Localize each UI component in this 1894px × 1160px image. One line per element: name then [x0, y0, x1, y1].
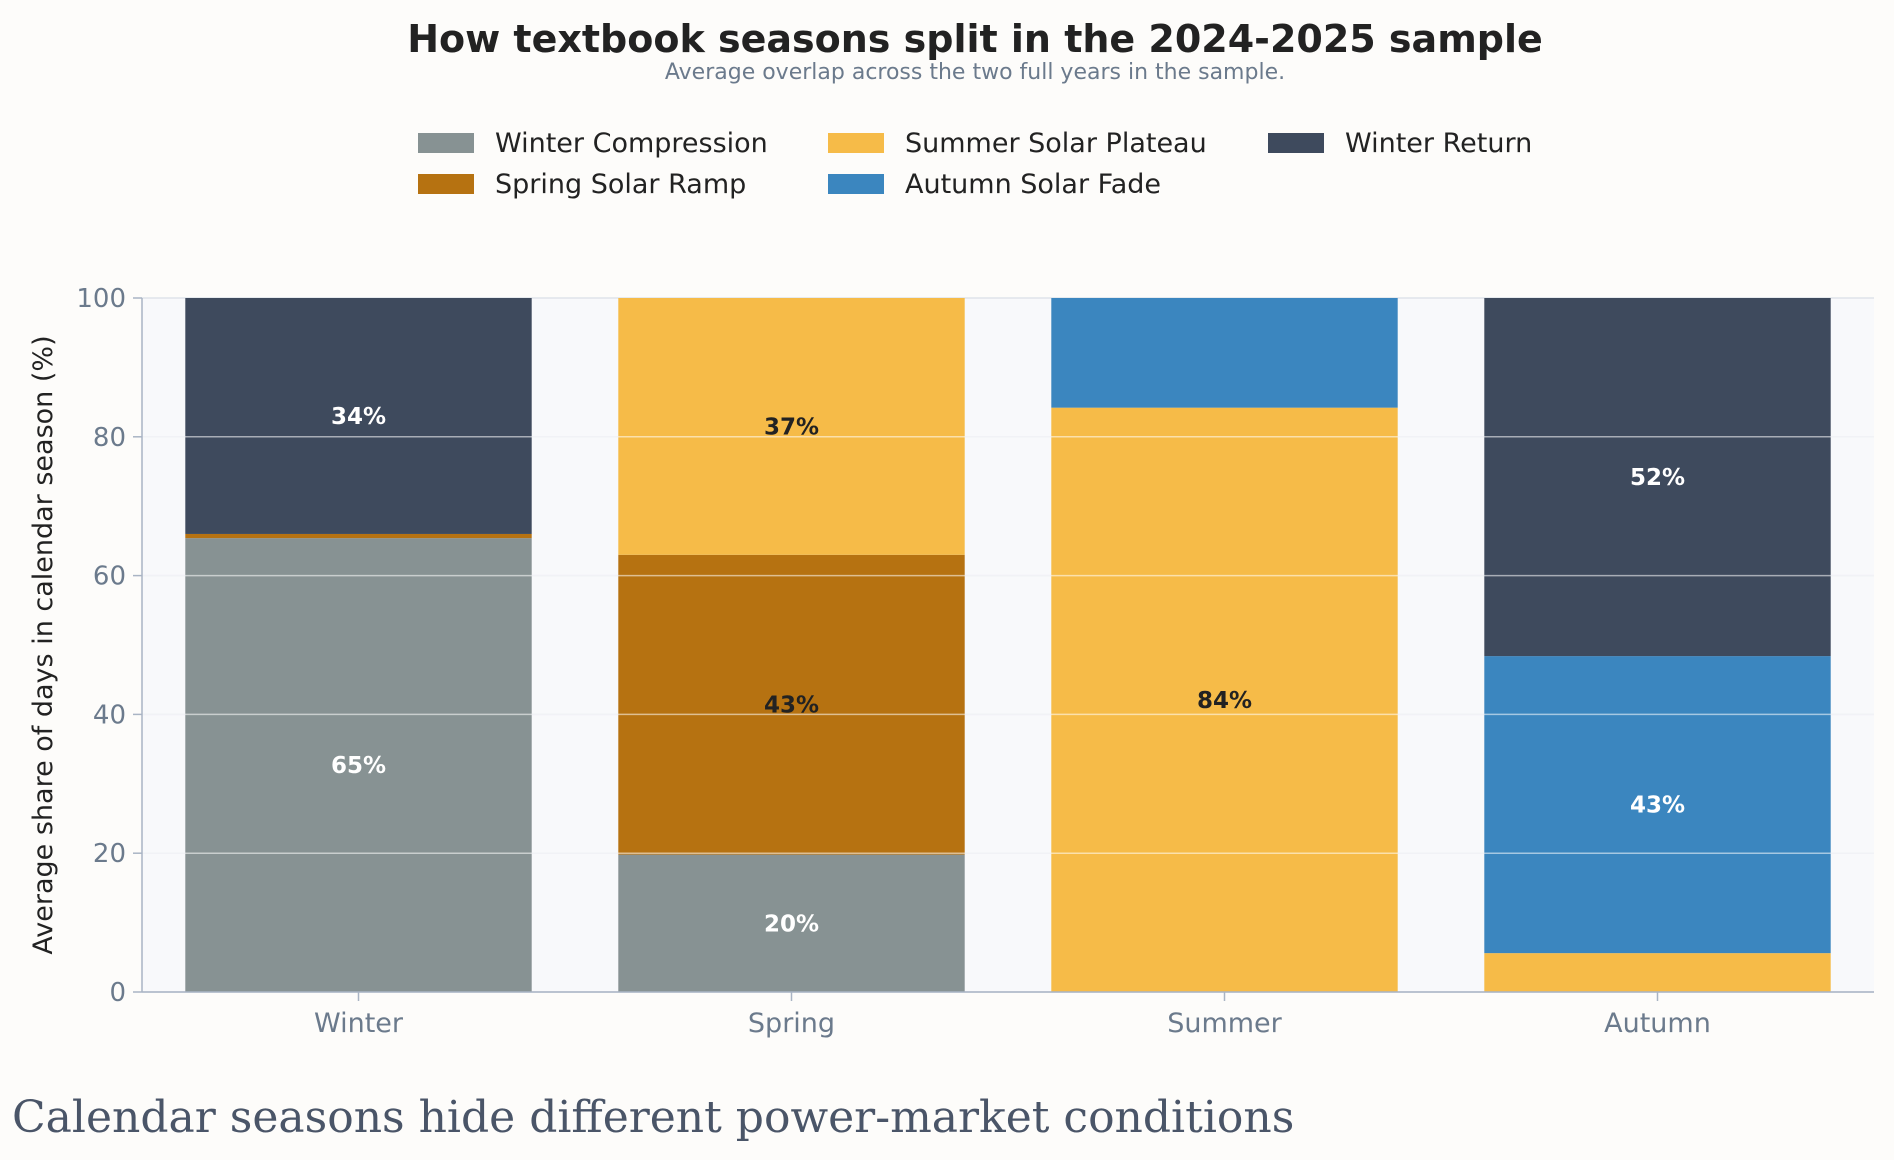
y-axis: 0 20 40 60 80 100 [76, 284, 143, 1008]
bar-label-summer-summer-solar-plateau: 84% [1197, 688, 1252, 714]
x-tick-label-spring: Spring [748, 1008, 835, 1039]
bar-label-spring-spring-solar-ramp: 43% [764, 693, 819, 719]
bar-spring-winter-compression [618, 854, 965, 992]
y-tick-label-0: 0 [109, 978, 126, 1008]
stacked-bar-chart: How textbook seasons split in the 2024-2… [28, 17, 1874, 1039]
bar-value-labels: 65% 34% 20% 43% 37% 84% 43% 52% [331, 404, 1685, 937]
bar-label-autumn-autumn-solar-fade: 43% [1630, 793, 1685, 819]
bar-label-autumn-winter-return: 52% [1630, 465, 1685, 491]
chart-title: How textbook seasons split in the 2024-2… [407, 17, 1543, 61]
bar-label-spring-summer-solar-plateau: 37% [764, 414, 819, 440]
legend-label-autumn-solar-fade: Autumn Solar Fade [905, 169, 1161, 200]
x-tick-label-summer: Summer [1167, 1008, 1282, 1039]
legend-swatch-spring-solar-ramp [418, 174, 474, 194]
bar-autumn-winter-return [1484, 298, 1831, 657]
bar-label-winter-winter-return: 34% [331, 404, 386, 430]
bar-winter-spring-solar-ramp [185, 533, 532, 539]
chart-caption: Calendar seasons hide different power-ma… [12, 1092, 1295, 1143]
x-tick-label-winter: Winter [314, 1008, 404, 1039]
y-tick-label-60: 60 [93, 562, 126, 592]
legend-label-spring-solar-ramp: Spring Solar Ramp [495, 169, 746, 200]
legend-swatch-autumn-solar-fade [828, 174, 884, 194]
bar-spring-summer-solar-plateau [618, 298, 965, 555]
chart-subtitle: Average overlap across the two full year… [665, 60, 1285, 85]
y-tick-label-100: 100 [76, 284, 126, 314]
bar-label-winter-winter-compression: 65% [331, 753, 386, 779]
bar-stacks [185, 298, 1831, 993]
legend-swatch-winter-return [1268, 133, 1324, 153]
bar-winter-winter-compression [185, 538, 532, 992]
legend-label-winter-return: Winter Return [1345, 128, 1532, 159]
x-axis: Winter Spring Summer Autumn [142, 991, 1874, 1039]
bar-spring-spring-solar-ramp [618, 554, 965, 855]
bar-summer-autumn-solar-fade [1051, 298, 1398, 408]
chart-legend: Winter Compression Summer Solar Plateau Wi… [418, 128, 1532, 200]
legend-swatch-summer-solar-plateau [828, 133, 884, 153]
grid-overlay [142, 436, 1874, 854]
legend-label-summer-solar-plateau: Summer Solar Plateau [905, 128, 1207, 159]
x-tick-label-autumn: Autumn [1604, 1008, 1711, 1039]
bar-winter-winter-return [185, 298, 532, 534]
chart-container: How textbook seasons split in the 2024-2… [28, 17, 1874, 1039]
bar-summer-summer-solar-plateau [1051, 407, 1398, 993]
bar-label-spring-winter-compression: 20% [764, 911, 819, 937]
y-tick-label-40: 40 [93, 700, 126, 730]
legend-label-winter-compression: Winter Compression [495, 128, 768, 159]
bar-autumn-autumn-solar-fade [1484, 656, 1831, 954]
y-tick-label-80: 80 [93, 423, 126, 453]
y-tick-label-20: 20 [93, 839, 126, 869]
y-axis-label: Average share of days in calendar season… [28, 335, 59, 954]
bar-autumn-summer-solar-plateau [1484, 953, 1831, 992]
legend-swatch-winter-compression [418, 133, 474, 153]
